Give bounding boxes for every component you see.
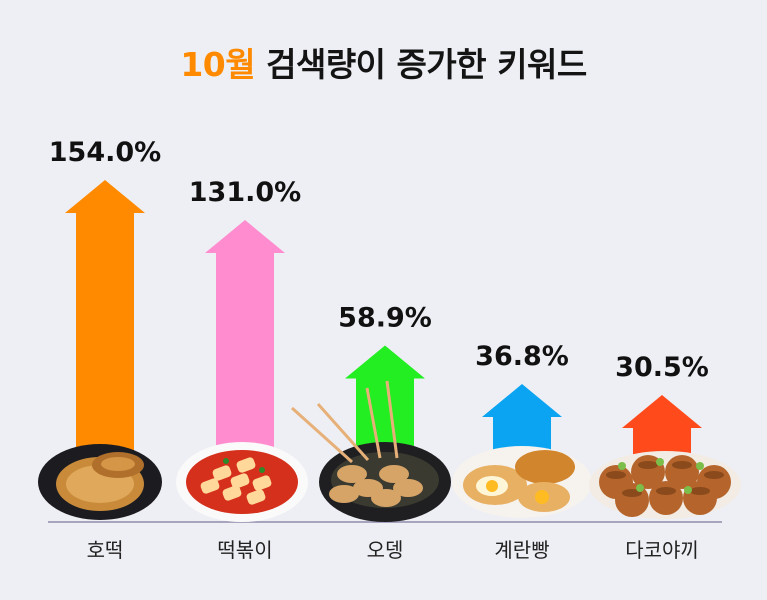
data-label: 154.0%: [49, 137, 161, 168]
data-label: 36.8%: [475, 341, 569, 372]
bar-arrow: [345, 345, 425, 465]
data-label: 30.5%: [615, 352, 709, 383]
bar-arrow: [65, 180, 145, 465]
tteokbokki-bowl: [176, 442, 308, 522]
data-label: 58.9%: [338, 303, 432, 334]
takoyaki-tray: [589, 451, 741, 519]
bar-arrow: [482, 384, 562, 465]
category-label: 다코야끼: [625, 538, 699, 562]
hotteok-plate: [38, 444, 162, 520]
title-rest: 검색량이 증가한 키워드: [255, 45, 587, 84]
odeng-skewer-bowl: [290, 380, 451, 522]
bar-arrow: [205, 220, 285, 465]
category-label: 떡볶이: [217, 538, 272, 562]
bar-arrow: [622, 395, 702, 465]
category-label: 호떡: [87, 538, 124, 562]
category-label: 오뎅: [367, 538, 404, 562]
gyeranppang-plate: [452, 446, 592, 518]
category-label: 계란빵: [494, 538, 549, 562]
chart-title: 10월 검색량이 증가한 키워드: [0, 38, 767, 86]
title-highlight: 10월: [180, 45, 256, 84]
data-label: 131.0%: [189, 177, 301, 208]
